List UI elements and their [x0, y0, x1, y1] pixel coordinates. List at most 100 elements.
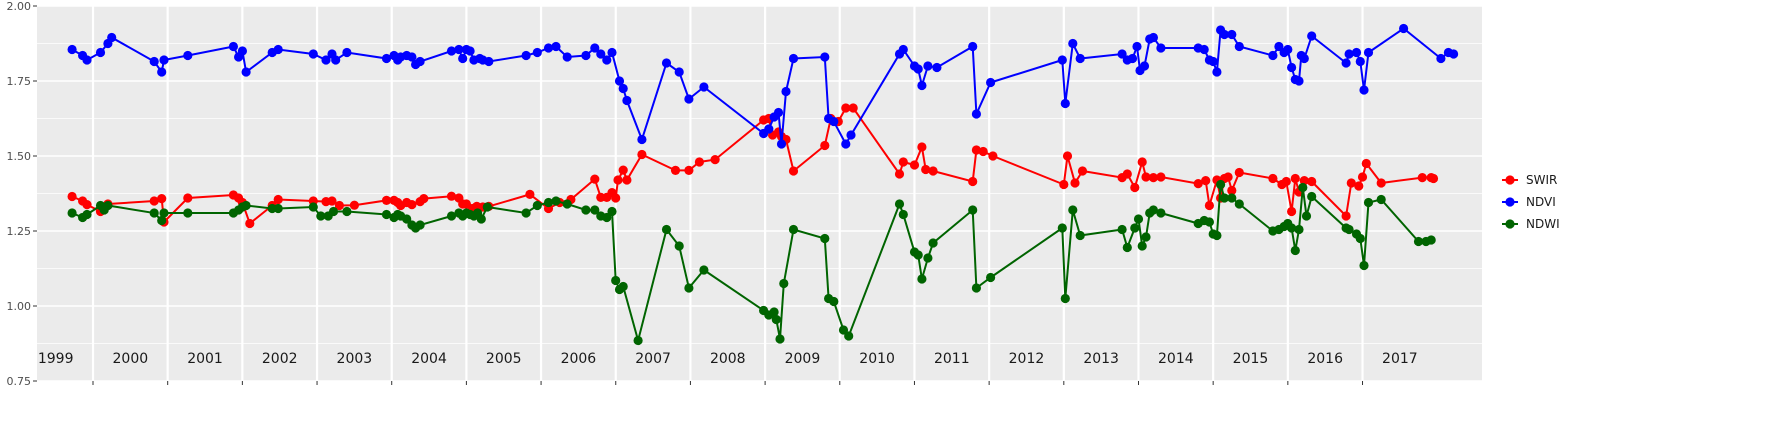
data-point-ndvi: [342, 47, 352, 58]
data-point-ndvi: [149, 56, 159, 67]
data-point-ndwi: [1156, 208, 1166, 218]
data-point-swir: [978, 146, 988, 157]
data-point-ndwi: [1376, 194, 1386, 205]
data-point-swir: [928, 166, 938, 176]
data-point-ndvi: [159, 55, 169, 65]
data-point-ndwi: [149, 208, 159, 218]
data-point-ndvi: [618, 83, 628, 94]
data-point-ndwi: [968, 205, 978, 215]
data-point-ndvi: [788, 53, 799, 64]
data-point-ndwi: [532, 200, 542, 211]
data-point-ndwi: [611, 275, 621, 286]
legend-label: NDVI: [1526, 195, 1556, 209]
data-point-swir: [1141, 172, 1151, 182]
data-point-ndwi: [103, 200, 113, 211]
data-point-ndwi: [1060, 293, 1070, 304]
data-point-swir: [841, 103, 851, 113]
data-point-ndvi: [237, 46, 247, 56]
data-point-swir: [1148, 173, 1158, 183]
data-point-ndwi: [1117, 224, 1127, 235]
legend-key-point: [1505, 219, 1515, 229]
data-point-swir: [848, 103, 858, 113]
legend-item-ndwi: NDWI: [1502, 217, 1560, 231]
data-point-ndvi: [381, 53, 392, 64]
data-point-ndwi: [1227, 193, 1237, 203]
data-point-ndvi: [415, 56, 425, 67]
data-point-ndvi: [1274, 41, 1284, 52]
year-label: 2006: [561, 351, 597, 367]
data-point-swir: [1062, 151, 1073, 161]
data-point-ndvi: [661, 58, 672, 68]
data-point-ndwi: [183, 208, 193, 218]
data-point-ndvi: [228, 41, 238, 52]
y-tick-label: 1.75: [7, 75, 32, 88]
data-point-ndwi: [1344, 224, 1354, 235]
data-point-ndvi: [458, 53, 468, 64]
data-point-ndwi: [273, 203, 283, 214]
data-point-swir: [525, 189, 535, 199]
data-point-ndvi: [1117, 49, 1127, 59]
data-point-swir: [1341, 211, 1351, 221]
data-point-ndwi: [157, 215, 167, 226]
data-point-ndwi: [633, 335, 643, 346]
data-point-ndwi: [838, 325, 849, 335]
year-label: 2016: [1307, 351, 1343, 367]
data-point-ndvi: [637, 134, 647, 145]
data-point-ndwi: [771, 314, 781, 325]
data-point-ndvi: [781, 86, 791, 97]
data-point-swir: [334, 200, 344, 211]
data-point-ndvi: [968, 41, 978, 52]
data-point-ndvi: [971, 109, 982, 119]
data-point-ndwi: [521, 208, 531, 218]
legend-label: SWIR: [1526, 173, 1557, 187]
data-point-ndwi: [607, 206, 617, 217]
data-point-ndwi: [1141, 232, 1151, 242]
year-label: 1999: [38, 351, 74, 367]
data-point-swir: [1227, 185, 1237, 196]
data-point-ndvi: [532, 47, 542, 58]
data-point-swir: [1070, 178, 1080, 188]
data-point-swir: [637, 149, 647, 160]
data-point-swir: [921, 164, 931, 175]
data-point-ndvi: [562, 52, 572, 62]
data-point-ndwi: [971, 283, 982, 293]
data-point-ndvi: [1449, 49, 1459, 59]
data-point-swir: [407, 200, 417, 210]
year-label: 2004: [411, 351, 447, 367]
data-point-swir: [694, 157, 705, 167]
data-point-ndvi: [331, 55, 341, 65]
data-point-ndwi: [446, 211, 457, 221]
data-point-ndvi: [674, 67, 684, 77]
data-point-ndvi: [241, 67, 251, 77]
year-label: 2009: [785, 351, 821, 367]
data-point-ndwi: [381, 209, 392, 220]
data-point-ndwi: [674, 241, 684, 251]
data-point-swir: [149, 196, 159, 206]
data-point-ndwi: [775, 334, 785, 344]
year-label: 2005: [486, 351, 522, 367]
data-point-ndvi: [1156, 43, 1166, 53]
year-label: 2017: [1382, 351, 1418, 367]
data-point-ndwi: [342, 206, 352, 217]
data-point-ndwi: [1307, 191, 1317, 202]
year-label: 2007: [635, 351, 671, 367]
data-point-ndvi: [1060, 98, 1070, 109]
data-point-swir: [419, 194, 429, 204]
data-point-swir: [381, 195, 392, 205]
data-point-ndvi: [465, 46, 475, 56]
data-point-ndwi: [562, 199, 572, 209]
data-point-ndwi: [1290, 245, 1300, 256]
data-point-swir: [1428, 173, 1439, 184]
data-point-ndwi: [1133, 214, 1144, 224]
data-point-swir: [909, 160, 920, 170]
data-point-ndvi: [986, 77, 996, 88]
data-point-swir: [670, 165, 681, 175]
data-point-ndvi: [273, 44, 283, 55]
data-point-ndvi: [82, 55, 92, 65]
data-point-ndvi: [1268, 50, 1278, 61]
year-label: 2010: [859, 351, 895, 367]
data-point-ndvi: [95, 47, 106, 58]
data-point-ndwi: [661, 224, 672, 235]
data-point-ndwi: [482, 202, 492, 212]
